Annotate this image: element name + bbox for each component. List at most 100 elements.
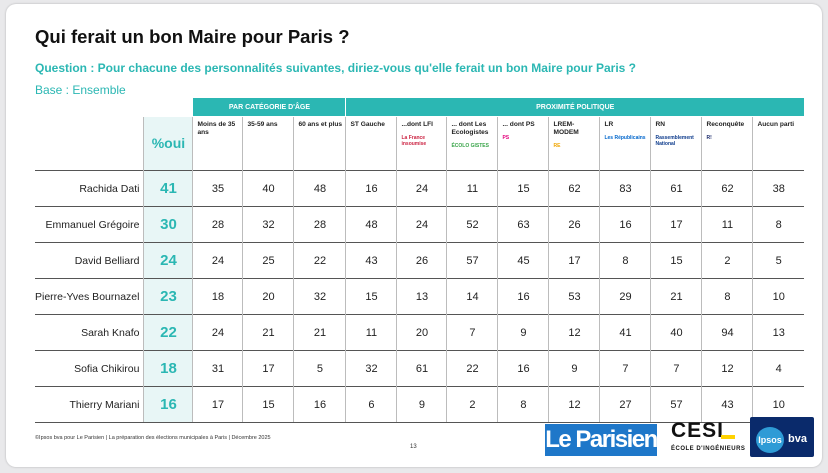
- table-cell-35_59: 40: [242, 170, 294, 207]
- table-cell-lfi: 26: [396, 242, 447, 279]
- question-text: Question : Pour chacune des personnalité…: [35, 61, 636, 75]
- table-row: David Belliard 24 24 25 22 43 26 57 45 17 8 15 2 5: [35, 242, 804, 279]
- column-header-label: Reconquête: [706, 121, 745, 128]
- candidate-name: Emmanuel Grégoire: [35, 206, 144, 243]
- table-cell-ps: 15: [497, 170, 549, 207]
- column-header-st_gauche: ST Gauche: [345, 116, 397, 171]
- empty-corner: [35, 98, 144, 117]
- column-header-ps: ... dont PS PS: [497, 116, 549, 171]
- table-cell-60plus: 22: [293, 242, 346, 279]
- table-cell-rn: 21: [650, 278, 702, 315]
- table-cell-rn: 40: [650, 314, 702, 351]
- table-cell-35_59: 21: [242, 314, 294, 351]
- pct-oui-value: 22: [143, 314, 193, 351]
- table-cell-ecolo: 2: [446, 386, 498, 423]
- table-cell-moins35: 18: [192, 278, 243, 315]
- table-cell-35_59: 32: [242, 206, 294, 243]
- column-header-ecolo: ... dont Les Ecologistes ÉCOLO GISTES: [446, 116, 498, 171]
- bva-logo-text: bva: [788, 433, 807, 445]
- table-cell-reconquete: 12: [701, 350, 753, 387]
- party-logo-lfi: La France insoumise: [401, 135, 427, 148]
- table-cell-35_59: 25: [242, 242, 294, 279]
- table-cell-aucun: 10: [752, 386, 804, 423]
- column-header-reconquete: Reconquête R!: [701, 116, 753, 171]
- candidate-name: Sofia Chikirou: [35, 350, 144, 387]
- candidate-name: Sarah Knafo: [35, 314, 144, 351]
- table-cell-st_gauche: 6: [345, 386, 397, 423]
- table-cell-lr: 7: [599, 350, 651, 387]
- table-cell-moins35: 28: [192, 206, 243, 243]
- cesi-logo-bar: [721, 435, 735, 439]
- slide-title: Qui ferait un bon Maire pour Paris ?: [35, 26, 350, 47]
- table-cell-reconquete: 11: [701, 206, 753, 243]
- table-cell-35_59: 20: [242, 278, 294, 315]
- pct-oui-header: %oui: [143, 116, 193, 171]
- table-cell-35_59: 17: [242, 350, 294, 387]
- table-cell-60plus: 28: [293, 206, 346, 243]
- table-cell-rn: 61: [650, 170, 702, 207]
- table-cell-reconquete: 43: [701, 386, 753, 423]
- cesi-subtitle: ÉCOLE D'INGÉNIEURS: [671, 446, 746, 452]
- party-logo-rn: Rassemblement National: [655, 135, 694, 148]
- pct-oui-value: 24: [143, 242, 193, 279]
- table-cell-lrem: 26: [548, 206, 600, 243]
- pct-oui-value: 41: [143, 170, 193, 207]
- table-cell-ecolo: 14: [446, 278, 498, 315]
- name-column-header: [35, 117, 144, 171]
- table-row: Emmanuel Grégoire 30 28 32 28 48 24 52 63 26 16 17 1…: [35, 206, 804, 243]
- column-header-label: ... dont PS: [502, 121, 535, 128]
- table-cell-aucun: 13: [752, 314, 804, 351]
- table-cell-ecolo: 11: [446, 170, 498, 207]
- table-cell-lrem: 12: [548, 386, 600, 423]
- table-cell-st_gauche: 48: [345, 206, 397, 243]
- table-cell-60plus: 48: [293, 170, 346, 207]
- group-header-politique: PROXIMITÉ POLITIQUE: [345, 98, 804, 117]
- table-cell-ecolo: 52: [446, 206, 498, 243]
- table-cell-lr: 16: [599, 206, 651, 243]
- group-header-age: PAR CATÉGORIE D'ÂGE: [192, 98, 346, 117]
- table-cell-60plus: 21: [293, 314, 346, 351]
- results-table: PAR CATÉGORIE D'ÂGE PROXIMITÉ POLITIQUE …: [35, 98, 804, 423]
- table-cell-st_gauche: 43: [345, 242, 397, 279]
- table-cell-aucun: 10: [752, 278, 804, 315]
- table-cell-rn: 15: [650, 242, 702, 279]
- table-cell-lr: 29: [599, 278, 651, 315]
- table-cell-lr: 83: [599, 170, 651, 207]
- table-cell-aucun: 38: [752, 170, 804, 207]
- table-cell-ps: 16: [497, 278, 549, 315]
- table-cell-st_gauche: 11: [345, 314, 397, 351]
- table-cell-lr: 8: [599, 242, 651, 279]
- table-cell-ecolo: 7: [446, 314, 498, 351]
- table-cell-ps: 9: [497, 314, 549, 351]
- party-logo-reconquete: R!: [706, 135, 712, 142]
- table-cell-moins35: 31: [192, 350, 243, 387]
- table-row: Rachida Dati 41 35 40 48 16 24 11 15 62 83 61 62 38: [35, 170, 804, 207]
- column-header-label: Moins de 35 ans: [197, 121, 236, 137]
- table-cell-aucun: 4: [752, 350, 804, 387]
- table-cell-rn: 17: [650, 206, 702, 243]
- table-row: Sarah Knafo 22 24 21 21 11 20 7 9 12 41 40 94 13: [35, 314, 804, 351]
- table-cell-lfi: 9: [396, 386, 447, 423]
- table-cell-reconquete: 8: [701, 278, 753, 315]
- table-row: Sofia Chikirou 18 31 17 5 32 61 22 16 9 7 7 12 4: [35, 350, 804, 387]
- cesi-logo: CESI: [671, 419, 725, 442]
- ipsos-logo-text: Ipsos: [756, 427, 784, 453]
- table-cell-st_gauche: 32: [345, 350, 397, 387]
- column-header-label: ... dont Les Ecologistes: [451, 121, 489, 137]
- column-header-label: LREM-MODEM: [553, 121, 579, 137]
- le-parisien-logo: Le Parisien: [545, 424, 658, 456]
- table-cell-st_gauche: 16: [345, 170, 397, 207]
- column-header-35_59: 35-59 ans: [242, 116, 294, 171]
- party-logo-lr: Les Républicains: [604, 135, 646, 142]
- page-number: 13: [410, 444, 417, 450]
- table-cell-rn: 7: [650, 350, 702, 387]
- table-cell-lr: 41: [599, 314, 651, 351]
- table-cell-35_59: 15: [242, 386, 294, 423]
- table-cell-moins35: 17: [192, 386, 243, 423]
- table-cell-lrem: 12: [548, 314, 600, 351]
- table-cell-aucun: 8: [752, 206, 804, 243]
- table-cell-reconquete: 94: [701, 314, 753, 351]
- party-logo-lrem: RE: [553, 143, 561, 150]
- table-cell-60plus: 32: [293, 278, 346, 315]
- empty-corner-pct: [144, 98, 193, 117]
